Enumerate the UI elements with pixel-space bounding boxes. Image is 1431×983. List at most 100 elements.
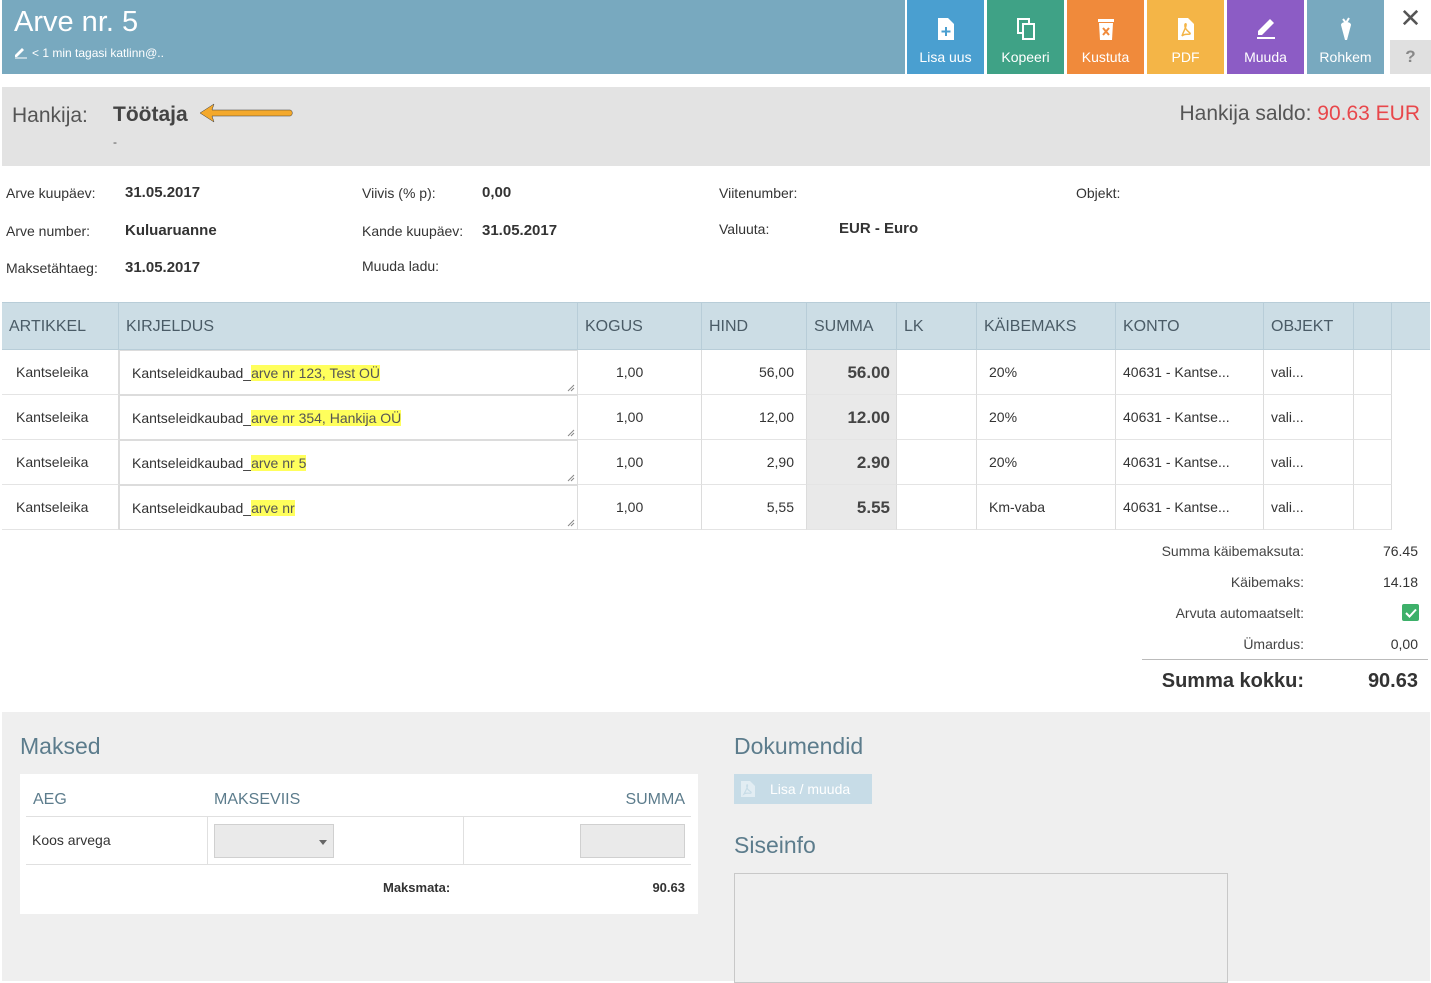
rounding-value[interactable]: 0,00 (1390, 636, 1418, 652)
cell-price[interactable]: 56,00 (702, 350, 807, 395)
close-icon[interactable]: ✕ (1399, 3, 1422, 33)
resize-grip-icon[interactable] (567, 519, 575, 527)
cell-object[interactable]: vali... (1264, 395, 1354, 440)
unpaid-label: Maksmata: (383, 880, 451, 895)
cell-vat[interactable]: 20% (977, 440, 1116, 485)
cell-lk[interactable] (897, 395, 977, 440)
currency-value[interactable]: EUR - Euro (839, 220, 919, 237)
auto-calc-checkbox[interactable] (1402, 604, 1419, 621)
cell-account[interactable]: 40631 - Kantse... (1116, 395, 1264, 440)
supplier-band: Hankija: Töötaja - Hankija saldo: 90.63 … (2, 87, 1430, 166)
payment-method-select[interactable] (214, 824, 334, 858)
cell-quantity[interactable]: 1,00 (578, 350, 702, 395)
window-controls: ✕ ? (1390, 0, 1431, 74)
cell-actions[interactable] (1354, 395, 1392, 440)
payments-col-sum: SUMMA (625, 791, 685, 808)
edit-button[interactable]: Muuda (1227, 0, 1304, 74)
resize-grip-icon[interactable] (567, 384, 575, 392)
entry-date-value[interactable]: 31.05.2017 (482, 222, 558, 239)
invoice-date-value[interactable]: 31.05.2017 (125, 184, 201, 201)
supplier-balance-label: Hankija saldo: (1179, 102, 1312, 125)
cell-account[interactable]: 40631 - Kantse... (1116, 440, 1264, 485)
invoice-number-value[interactable]: Kuluaruanne (125, 222, 217, 239)
cell-article[interactable]: Kantseleika (2, 395, 119, 440)
payments-col-divider (463, 817, 464, 864)
add-new-label: Lisa uus (919, 49, 972, 65)
edit-documents-label: Lisa / muuda (770, 781, 851, 797)
copy-button[interactable]: Kopeeri (987, 0, 1064, 74)
copy-icon (1016, 18, 1035, 40)
cell-vat[interactable]: 20% (977, 395, 1116, 440)
cell-object[interactable]: vali... (1264, 350, 1354, 395)
cell-lk[interactable] (897, 350, 977, 395)
description-highlight: arve nr 5 (251, 455, 307, 471)
chevron-down-icon (319, 840, 327, 845)
cell-article[interactable]: Kantseleika (2, 485, 119, 530)
vat-total-value: 14.18 (1382, 574, 1418, 590)
lines-table-header: ARTIKKEL KIRJELDUS KOGUS HIND SUMMA LK K… (2, 302, 1430, 350)
cell-actions[interactable] (1354, 350, 1392, 395)
payments-col-divider (207, 817, 208, 864)
description-highlight: arve nr 354, Hankija OÜ (251, 410, 402, 426)
carrot-icon (1340, 17, 1351, 40)
cell-lk[interactable] (897, 485, 977, 530)
resize-grip-icon[interactable] (567, 429, 575, 437)
supplier-name[interactable]: Töötaja (113, 103, 188, 126)
table-row: Kantseleika Kantseleidkaubad_arve nr 1,00 5… (2, 485, 1392, 530)
entry-date-label: Kande kuupäev: (362, 223, 464, 239)
description-highlight: arve nr 123, Test OÜ (251, 365, 381, 381)
vat-total-label: Käibemaks: (1230, 574, 1304, 590)
object-label: Objekt: (1076, 185, 1121, 201)
cell-quantity[interactable]: 1,00 (578, 395, 702, 440)
cell-quantity[interactable]: 1,00 (578, 440, 702, 485)
supplier-sub: - (113, 135, 117, 149)
cell-vat[interactable]: Km-vaba (977, 485, 1116, 530)
cell-quantity[interactable]: 1,00 (578, 485, 702, 530)
documents-title: Dokumendid (734, 733, 864, 759)
table-row: Kantseleika Kantseleidkaubad_arve nr 123,… (2, 350, 1392, 395)
unpaid-value: 90.63 (652, 880, 685, 895)
add-new-button[interactable]: Lisa uus (907, 0, 984, 74)
payments-row-label: Koos arvega (32, 832, 111, 848)
internal-info-textarea[interactable] (734, 873, 1228, 983)
supplier-label: Hankija: (12, 104, 88, 127)
cell-actions[interactable] (1354, 485, 1392, 530)
cell-sum: 2.90 (807, 440, 897, 485)
col-price: HIND (702, 303, 807, 350)
more-button[interactable]: Rohkem (1307, 0, 1384, 74)
cell-description[interactable]: Kantseleidkaubad_arve nr 5 (119, 440, 578, 485)
cell-description[interactable]: Kantseleidkaubad_arve nr (119, 485, 578, 530)
edit-documents-button[interactable]: Lisa / muuda (734, 774, 872, 804)
cell-price[interactable]: 2,90 (702, 440, 807, 485)
cell-account[interactable]: 40631 - Kantse... (1116, 350, 1264, 395)
cell-description[interactable]: Kantseleidkaubad_arve nr 123, Test OÜ (119, 350, 578, 395)
cell-object[interactable]: vali... (1264, 485, 1354, 530)
col-account: KONTO (1116, 303, 1264, 350)
cell-lk[interactable] (897, 440, 977, 485)
cell-description[interactable]: Kantseleidkaubad_arve nr 354, Hankija OÜ (119, 395, 578, 440)
cell-object[interactable]: vali... (1264, 440, 1354, 485)
pdf-button[interactable]: PDF (1147, 0, 1224, 74)
internal-info-title: Siseinfo (734, 832, 816, 858)
penalty-value[interactable]: 0,00 (482, 184, 512, 201)
cell-vat[interactable]: 20% (977, 350, 1116, 395)
resize-grip-icon[interactable] (567, 474, 575, 482)
help-button[interactable]: ? (1390, 40, 1431, 74)
payment-sum-input[interactable] (580, 824, 685, 858)
more-label: Rohkem (1319, 49, 1372, 65)
payments-divider (26, 864, 691, 865)
payments-table: AEG MAKSEVIIS SUMMA Koos arvega Maksmata… (20, 774, 698, 914)
col-object: OBJEKT (1264, 303, 1354, 350)
table-row: Kantseleika Kantseleidkaubad_arve nr 5 1,0… (2, 440, 1392, 485)
cell-price[interactable]: 5,55 (702, 485, 807, 530)
delete-label: Kustuta (1081, 49, 1130, 65)
delete-button[interactable]: Kustuta (1067, 0, 1144, 74)
cell-account[interactable]: 40631 - Kantse... (1116, 485, 1264, 530)
last-edited-info: < 1 min tagasi katlinn@.. (14, 46, 164, 60)
cell-actions[interactable] (1354, 440, 1392, 485)
cell-article[interactable]: Kantseleika (2, 350, 119, 395)
description-text: Kantseleidkaubad_ (132, 365, 252, 381)
cell-price[interactable]: 12,00 (702, 395, 807, 440)
cell-article[interactable]: Kantseleika (2, 440, 119, 485)
due-date-value[interactable]: 31.05.2017 (125, 259, 201, 276)
